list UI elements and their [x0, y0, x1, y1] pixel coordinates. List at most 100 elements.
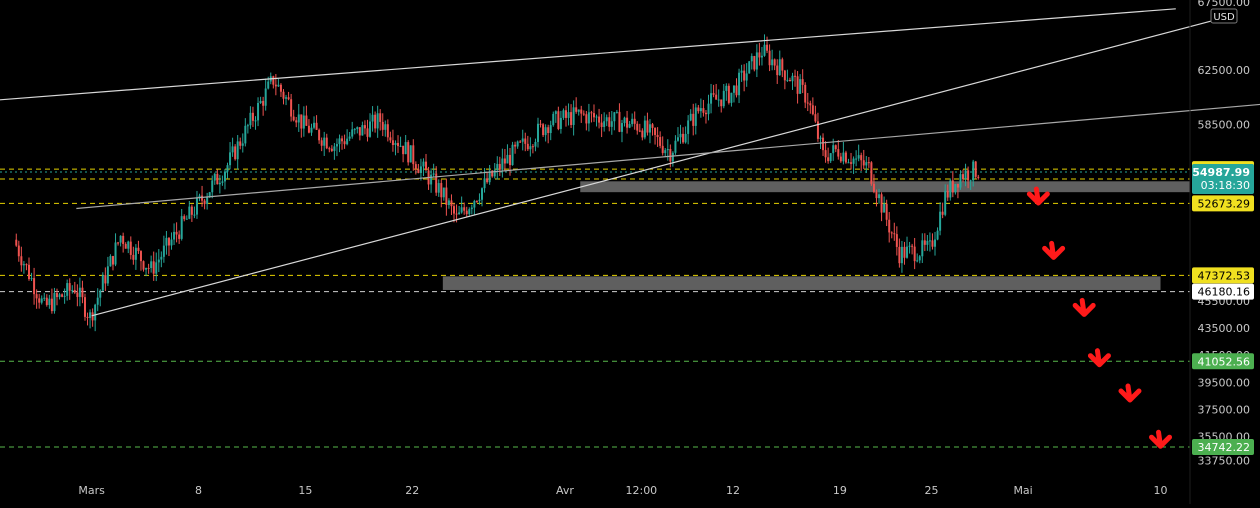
candle-body [944, 190, 947, 215]
candle-body [506, 154, 509, 164]
candle-body [109, 256, 112, 267]
price-tag: 46180.16 [1192, 283, 1254, 300]
price-tick-label: 62500.00 [1198, 64, 1251, 77]
candle-body [911, 245, 914, 247]
candle-body [519, 141, 522, 143]
date-tick-label: Mai [1013, 484, 1032, 497]
candle-body [475, 200, 478, 202]
candle-body [353, 129, 356, 131]
candle-body [582, 113, 585, 115]
price-tick-label: 39500.00 [1198, 376, 1251, 389]
candle-body [371, 114, 374, 122]
candle-body [208, 192, 211, 198]
candle-body [592, 113, 595, 118]
candle-body [837, 149, 840, 157]
countdown-label: 03:18:30 [1201, 179, 1250, 192]
candle-body [160, 256, 163, 260]
candle-body [730, 92, 733, 103]
candle-body [66, 283, 69, 296]
candle-body [885, 203, 888, 220]
candle-body [865, 162, 868, 166]
candle-body [636, 123, 639, 131]
candle-body [20, 256, 23, 266]
candle-body [664, 150, 667, 154]
candle-body [954, 184, 957, 193]
candle-body [440, 183, 443, 198]
candle-body [883, 203, 886, 213]
candle-body [715, 94, 718, 100]
candle-body [15, 239, 18, 246]
candle-body [900, 246, 903, 264]
candle-body [544, 127, 547, 136]
candle-body [254, 120, 257, 122]
candle-body [369, 121, 372, 137]
candle-body [908, 245, 911, 247]
candle-body [78, 287, 81, 297]
candle-body [106, 266, 109, 284]
candle-body [626, 117, 629, 128]
candle-body [193, 214, 196, 216]
candle-body [847, 162, 850, 164]
candle-body [81, 287, 84, 298]
candle-body [447, 200, 450, 206]
candle-body [404, 142, 407, 155]
candle-body [598, 116, 601, 123]
candle-body [442, 187, 445, 198]
candle-body [758, 52, 761, 58]
candle-body [351, 129, 354, 137]
candle-body [157, 259, 160, 263]
candle-body [71, 289, 74, 291]
candle-body [692, 113, 695, 126]
candle-body [564, 110, 567, 118]
candle-body [608, 117, 611, 127]
currency-label: USD [1213, 12, 1235, 23]
candle-body [315, 122, 318, 130]
candle-body [732, 85, 735, 93]
candle-body [470, 207, 473, 210]
candle-body [796, 76, 799, 94]
candle-body [241, 143, 244, 146]
candle-body [806, 102, 809, 104]
candle-body [277, 84, 280, 87]
candle-body [931, 240, 934, 247]
candle-body [203, 200, 206, 205]
candle-body [509, 154, 511, 166]
candle-body [287, 97, 290, 100]
candle-body [974, 161, 977, 177]
candle-body [40, 298, 43, 303]
trendline [76, 103, 1260, 210]
candle-body [771, 59, 774, 66]
candle-body [740, 70, 743, 73]
candle-body [305, 115, 308, 126]
candle-body [702, 108, 705, 113]
date-tick-label: Avr [556, 484, 574, 497]
candle-body [386, 124, 389, 138]
candle-body [666, 148, 669, 151]
date-tick-label: Mars [78, 484, 105, 497]
candle-body [628, 124, 631, 128]
candle-body [180, 216, 183, 239]
candle-body [834, 145, 837, 150]
date-tick-label: 12 [726, 484, 740, 497]
candle-body [671, 152, 674, 162]
currency-badge[interactable]: USD [1210, 8, 1238, 24]
candle-body [720, 99, 723, 107]
candle-body [117, 242, 120, 244]
candle-body [101, 275, 104, 291]
candle-body [89, 312, 92, 318]
candle-body [33, 278, 36, 295]
candle-body [91, 312, 94, 321]
candle-body [285, 97, 288, 99]
date-tick-label: 12:00 [625, 484, 657, 497]
candle-body [325, 137, 328, 149]
candle-body [918, 256, 921, 261]
candle-body [888, 219, 891, 233]
candle-body [226, 165, 229, 172]
candle-body [48, 298, 51, 305]
time-axis[interactable]: Mars 8 15 22 Avr 12:00 12 19 25 Mai 10 [78, 484, 1167, 497]
candle-body [124, 243, 127, 249]
candle-body [384, 124, 387, 130]
candle-body [590, 112, 593, 114]
